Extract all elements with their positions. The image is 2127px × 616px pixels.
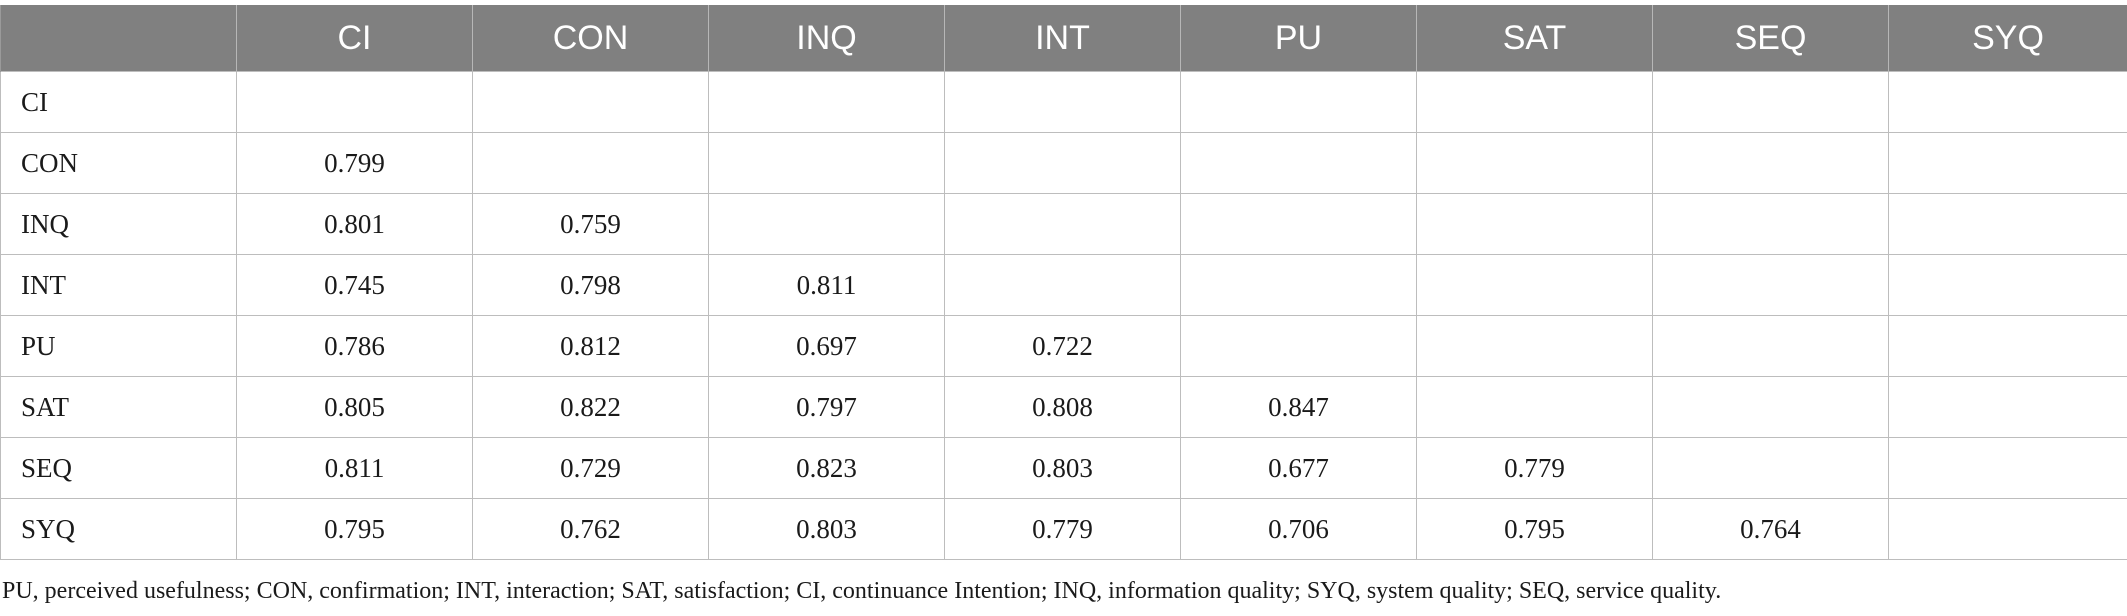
table-body: CI CON 0.799 INQ 0.801 0.759 INT 0.745 0.798 0.81… — [0, 71, 2127, 560]
correlation-cell — [1180, 315, 1417, 377]
correlation-cell: 0.764 — [1652, 498, 1889, 560]
row-label: CON — [0, 132, 237, 194]
correlation-cell: 0.722 — [944, 315, 1181, 377]
row-label: SYQ — [0, 498, 237, 560]
correlation-cell — [1888, 437, 2127, 499]
correlation-cell: 0.706 — [1180, 498, 1417, 560]
column-header: SEQ — [1652, 5, 1889, 72]
correlation-cell — [944, 71, 1181, 133]
table-row: INT 0.745 0.798 0.811 — [0, 254, 2127, 316]
correlation-cell — [944, 254, 1181, 316]
correlation-cell: 0.811 — [708, 254, 945, 316]
correlation-cell — [1652, 376, 1889, 438]
correlation-cell: 0.805 — [236, 376, 473, 438]
table-row: INQ 0.801 0.759 — [0, 193, 2127, 255]
correlation-cell — [1416, 254, 1653, 316]
table-row: PU 0.786 0.812 0.697 0.722 — [0, 315, 2127, 377]
correlation-cell — [944, 193, 1181, 255]
column-header: CI — [236, 5, 473, 72]
correlation-cell: 0.847 — [1180, 376, 1417, 438]
correlation-cell — [1888, 498, 2127, 560]
correlation-cell: 0.798 — [472, 254, 709, 316]
correlation-cell: 0.779 — [944, 498, 1181, 560]
correlation-cell — [472, 71, 709, 133]
row-label: INT — [0, 254, 237, 316]
correlation-cell — [1888, 254, 2127, 316]
correlation-table: CI CON INQ INT PU SAT SEQ SYQ CI CON 0.799… — [0, 5, 2127, 560]
table-row: CON 0.799 — [0, 132, 2127, 194]
correlation-cell: 0.759 — [472, 193, 709, 255]
correlation-cell — [708, 71, 945, 133]
correlation-cell: 0.677 — [1180, 437, 1417, 499]
correlation-cell: 0.803 — [944, 437, 1181, 499]
correlation-cell: 0.808 — [944, 376, 1181, 438]
correlation-cell — [1652, 132, 1889, 194]
correlation-cell — [708, 193, 945, 255]
correlation-cell: 0.786 — [236, 315, 473, 377]
correlation-cell — [1888, 193, 2127, 255]
table-row: SEQ 0.811 0.729 0.823 0.803 0.677 0.779 — [0, 437, 2127, 499]
correlation-cell: 0.801 — [236, 193, 473, 255]
correlation-cell — [1652, 193, 1889, 255]
correlation-cell — [1416, 315, 1653, 377]
row-label: SAT — [0, 376, 237, 438]
correlation-cell — [1888, 132, 2127, 194]
column-header: SAT — [1416, 5, 1653, 72]
header-row: CI CON INQ INT PU SAT SEQ SYQ — [0, 5, 2127, 72]
correlation-cell — [1180, 254, 1417, 316]
row-label: CI — [0, 71, 237, 133]
row-label: PU — [0, 315, 237, 377]
correlation-cell: 0.697 — [708, 315, 945, 377]
correlation-cell: 0.823 — [708, 437, 945, 499]
correlation-cell: 0.762 — [472, 498, 709, 560]
table-row: SYQ 0.795 0.762 0.803 0.779 0.706 0.795 0.764 — [0, 498, 2127, 560]
correlation-cell: 0.729 — [472, 437, 709, 499]
row-label: INQ — [0, 193, 237, 255]
correlation-cell: 0.779 — [1416, 437, 1653, 499]
correlation-cell — [944, 132, 1181, 194]
correlation-cell — [1416, 71, 1653, 133]
correlation-cell — [1652, 71, 1889, 133]
table-header: CI CON INQ INT PU SAT SEQ SYQ — [0, 5, 2127, 72]
correlation-cell: 0.745 — [236, 254, 473, 316]
correlation-cell — [1180, 132, 1417, 194]
correlation-cell — [1180, 71, 1417, 133]
correlation-cell: 0.812 — [472, 315, 709, 377]
correlation-cell — [1416, 193, 1653, 255]
correlation-cell: 0.797 — [708, 376, 945, 438]
table-row: SAT 0.805 0.822 0.797 0.808 0.847 — [0, 376, 2127, 438]
correlation-cell: 0.803 — [708, 498, 945, 560]
correlation-cell — [1416, 132, 1653, 194]
correlation-cell — [1652, 254, 1889, 316]
correlation-cell — [1652, 437, 1889, 499]
correlation-cell: 0.822 — [472, 376, 709, 438]
correlation-cell: 0.795 — [1416, 498, 1653, 560]
column-header: PU — [1180, 5, 1417, 72]
correlation-cell — [708, 132, 945, 194]
table-row: CI — [0, 71, 2127, 133]
correlation-cell — [1888, 376, 2127, 438]
column-header: INT — [944, 5, 1181, 72]
column-header: CON — [472, 5, 709, 72]
correlation-cell — [1180, 193, 1417, 255]
column-header: INQ — [708, 5, 945, 72]
correlation-cell: 0.799 — [236, 132, 473, 194]
correlation-cell: 0.795 — [236, 498, 473, 560]
table-footnote: PU, perceived usefulness; CON, confirmat… — [2, 578, 1722, 604]
correlation-cell — [1416, 376, 1653, 438]
correlation-cell — [472, 132, 709, 194]
correlation-cell — [1888, 71, 2127, 133]
header-corner-cell — [0, 5, 237, 72]
row-label: SEQ — [0, 437, 237, 499]
correlation-cell — [1888, 315, 2127, 377]
correlation-cell — [236, 71, 473, 133]
column-header: SYQ — [1888, 5, 2127, 72]
correlation-table-container: CI CON INQ INT PU SAT SEQ SYQ CI CON 0.799… — [0, 5, 2127, 560]
correlation-cell: 0.811 — [236, 437, 473, 499]
correlation-cell — [1652, 315, 1889, 377]
